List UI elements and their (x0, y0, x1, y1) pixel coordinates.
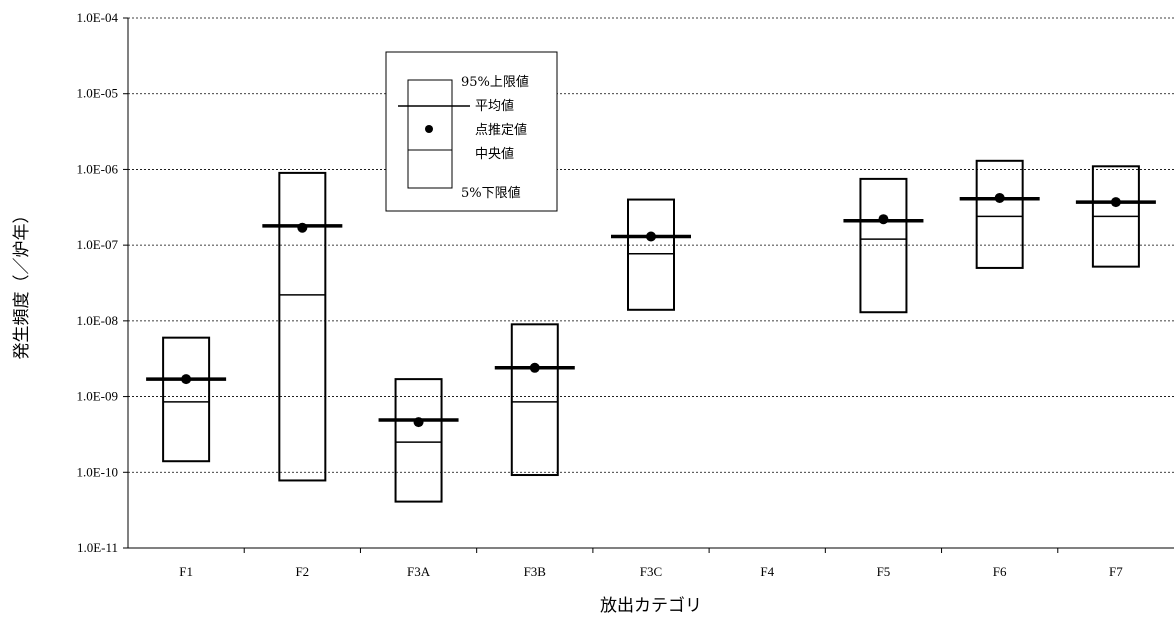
interval-box (162, 336, 211, 463)
x-tick-label: F3A (407, 564, 431, 579)
legend-box (407, 79, 453, 189)
x-tick-label: F4 (760, 564, 774, 579)
point-estimate-marker (529, 362, 540, 373)
box-F3A (378, 378, 459, 503)
x-tick-label: F2 (295, 564, 309, 579)
y-tick-label: 1.0E-07 (76, 237, 118, 252)
legend-frame (385, 51, 558, 212)
y-tick-label: 1.0E-10 (76, 464, 118, 479)
point-estimate-marker (646, 231, 656, 242)
point-estimate-marker (878, 214, 889, 225)
legend-upper95-label: 95%上限値 (461, 74, 529, 90)
point-estimate-marker (1110, 197, 1121, 208)
legend: 95%上限値 平均値 点推定値 中央値 5%下限値 (385, 51, 558, 212)
box-F7 (1075, 165, 1156, 268)
grid-lines (128, 17, 1174, 473)
interval-box (627, 198, 675, 311)
box-F3B (494, 323, 575, 477)
y-tick-label: 1.0E-04 (76, 10, 118, 25)
y-axis-ticks: 1.0E-11 1.0E-10 1.0E-09 1.0E-08 1.0E-07 1.0E-… (76, 10, 128, 555)
box-F2 (262, 171, 343, 482)
x-tick-label: F3B (524, 564, 547, 579)
legend-lower5-label: 5%下限値 (461, 185, 521, 201)
interval-box (510, 323, 559, 477)
y-tick-label: 1.0E-08 (76, 313, 118, 328)
x-axis-title: 放出カテゴリ (600, 595, 702, 616)
x-tick-label: F5 (877, 564, 891, 579)
y-axis-title: 発生頻度（／炉年） (12, 207, 32, 360)
interval-box (859, 177, 908, 314)
legend-median-label: 中央値 (475, 146, 514, 162)
x-tick-label: F6 (993, 564, 1007, 579)
point-estimate-marker (297, 222, 308, 233)
y-tick-label: 1.0E-05 (76, 86, 118, 101)
y-tick-label: 1.0E-11 (77, 540, 118, 555)
legend-point-label: 点推定値 (475, 122, 527, 138)
y-tick-label: 1.0E-06 (76, 161, 118, 176)
x-tick-label: F7 (1109, 564, 1123, 579)
x-tick-label: F1 (179, 564, 193, 579)
legend-point-marker (425, 125, 433, 133)
box-F3C (611, 198, 691, 311)
point-estimate-marker (413, 417, 424, 428)
point-estimate-marker (994, 192, 1005, 203)
interval-box (975, 159, 1024, 269)
interval-box (278, 171, 327, 482)
box-F5 (843, 177, 924, 314)
y-tick-label: 1.0E-09 (76, 389, 118, 404)
x-axis-ticks: F1 F2 F3A F3B F3C F4 F5 F6 F7 (179, 548, 1123, 579)
point-estimate-marker (181, 374, 192, 385)
box-series (146, 159, 1156, 503)
legend-mean-label: 平均値 (475, 98, 514, 114)
x-tick-label: F3C (640, 564, 662, 579)
box-F6 (959, 159, 1040, 269)
box-F1 (146, 336, 227, 463)
interval-box (394, 378, 443, 503)
